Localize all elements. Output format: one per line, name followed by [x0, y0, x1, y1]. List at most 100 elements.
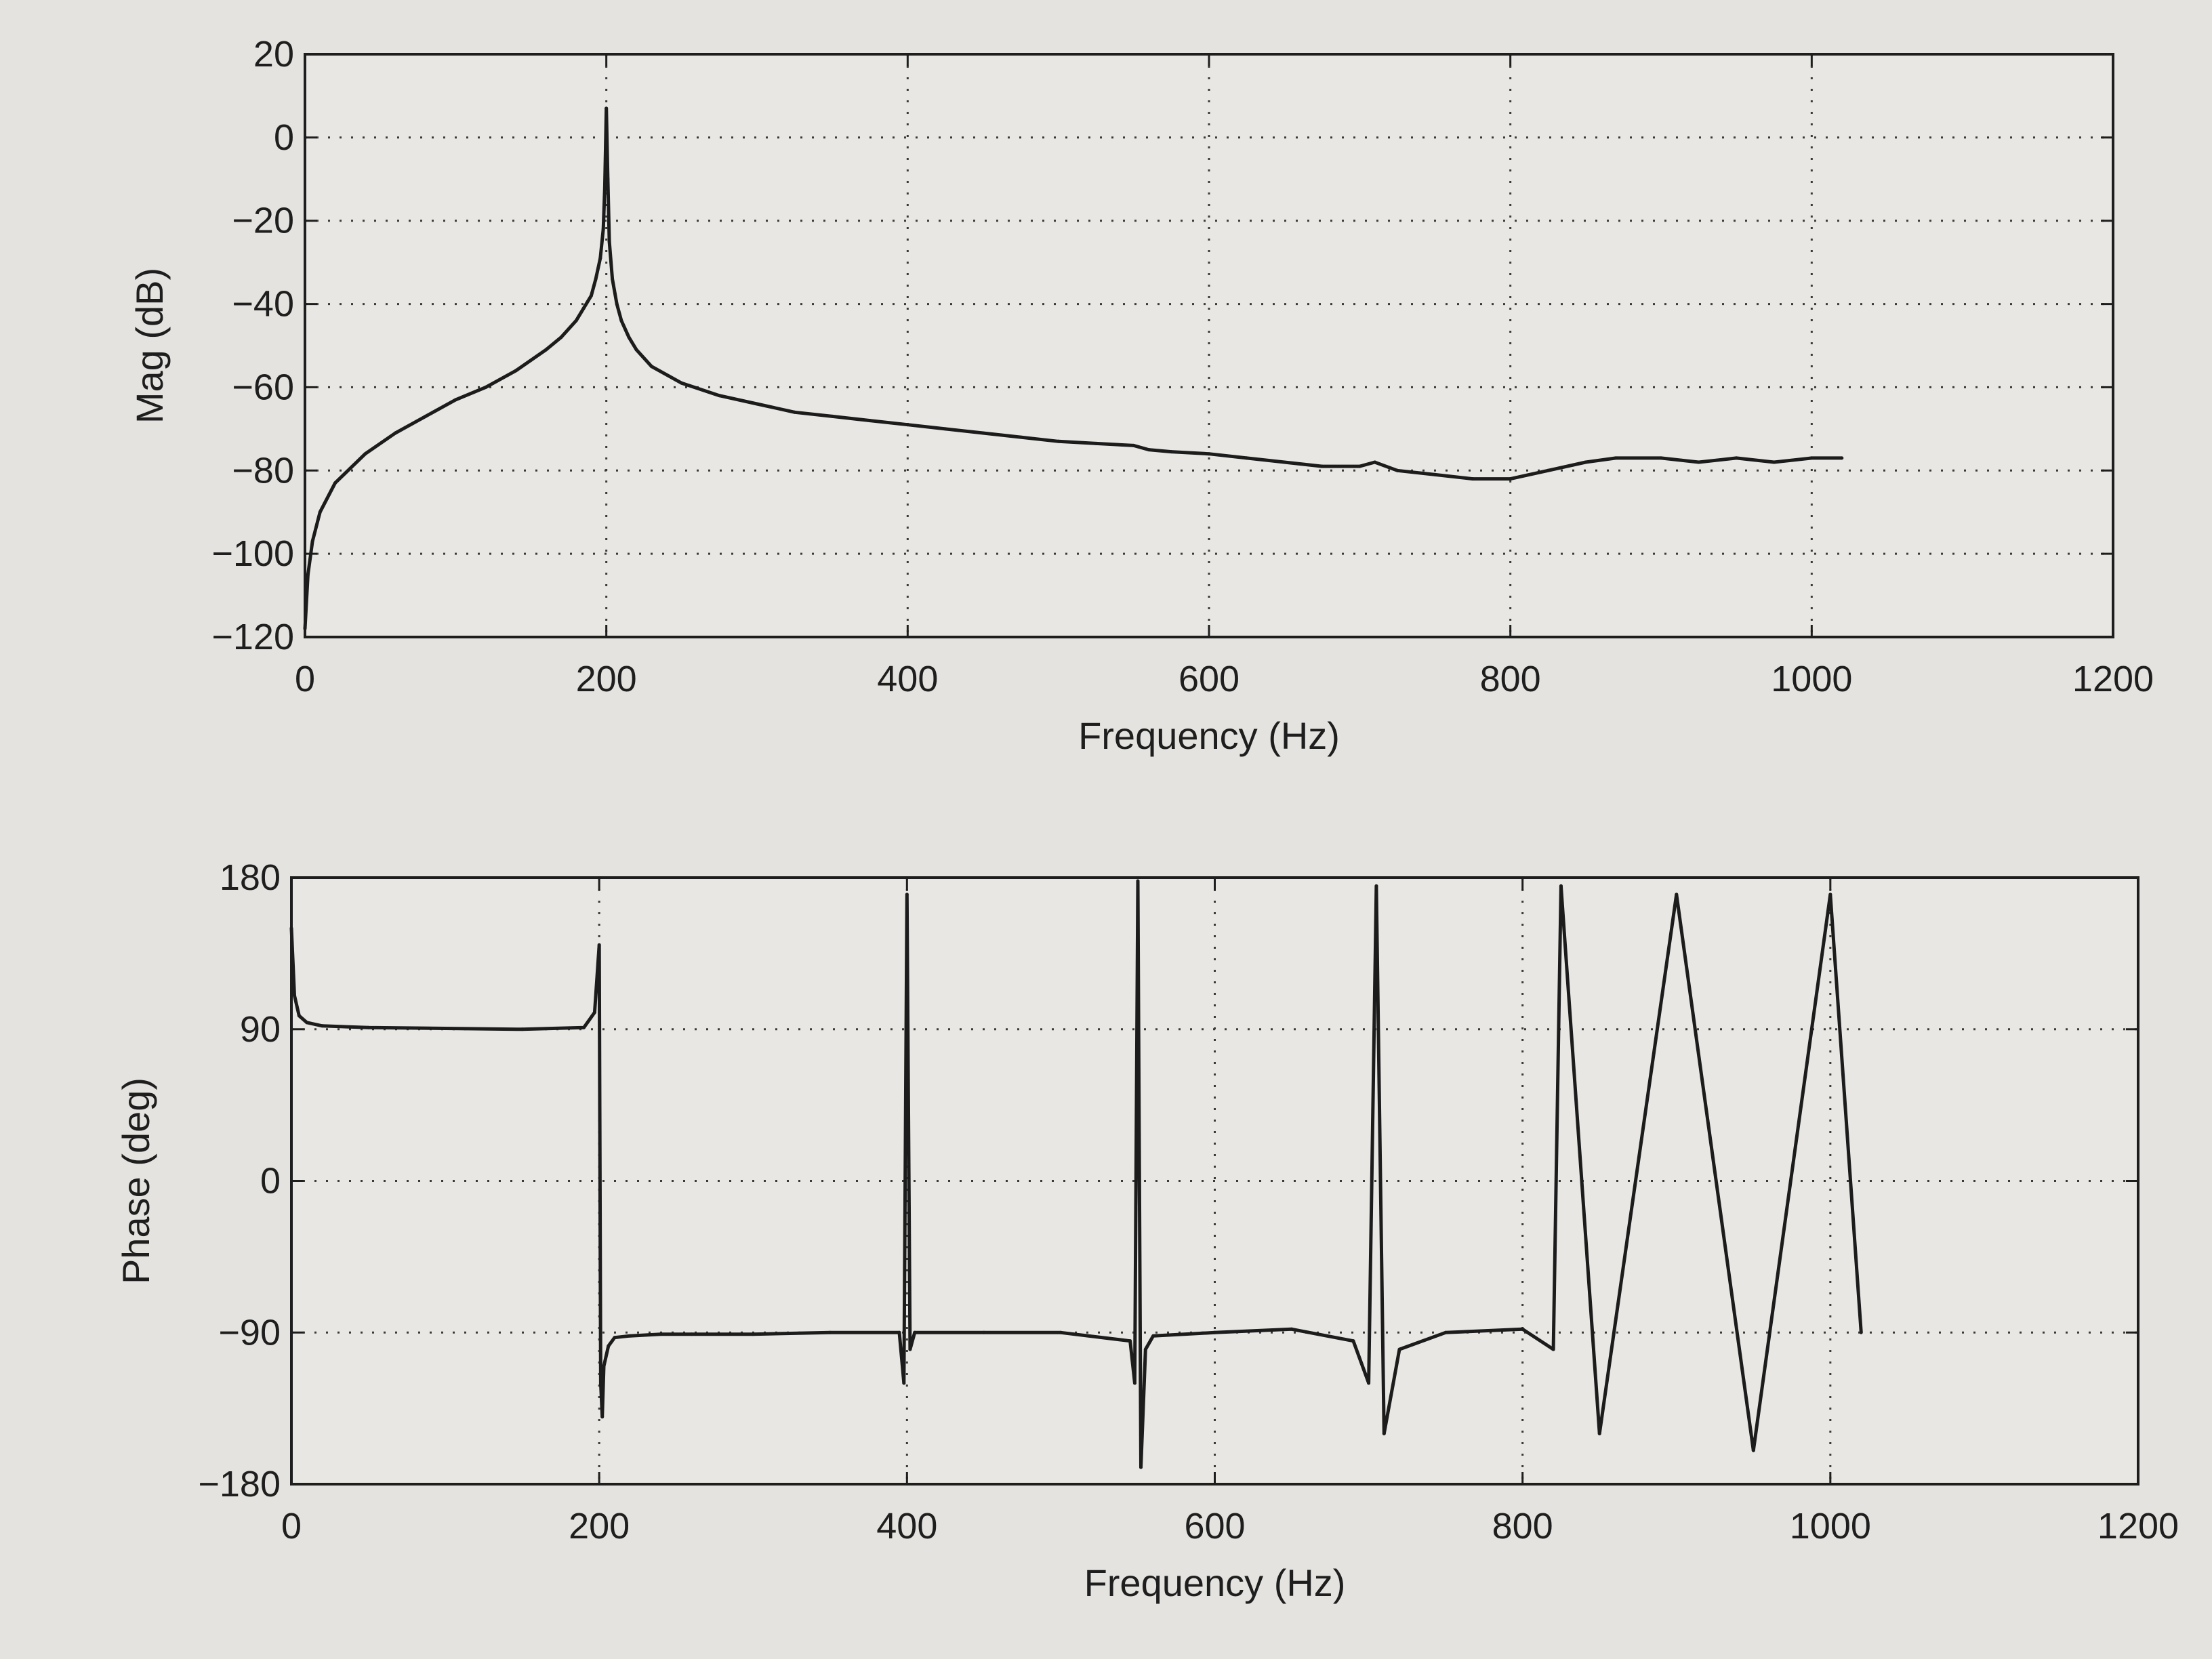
- magnitude-data-point: [1373, 460, 1377, 464]
- phase-data-point: [1059, 1330, 1063, 1334]
- magnitude-data-point: [333, 481, 337, 485]
- magnitude-y-axis-label: Mag (dB): [128, 268, 171, 424]
- magnitude-data-point: [605, 106, 609, 110]
- phase-series-line: [289, 879, 1863, 1469]
- magnitude-data-point: [1245, 456, 1249, 460]
- x-tick-label: 0: [281, 1506, 302, 1547]
- phase-data-point: [1136, 879, 1140, 883]
- x-tick-label: 200: [576, 659, 637, 699]
- y-tick-label: −120: [211, 617, 294, 657]
- phase-data-point: [1213, 1330, 1216, 1334]
- magnitude-data-point: [1809, 456, 1814, 460]
- magnitude-data-point: [1772, 460, 1776, 464]
- magnitude-data-point: [1147, 448, 1151, 452]
- x-tick-label: 400: [877, 659, 938, 699]
- magnitude-data-point: [793, 410, 797, 414]
- magnitude-plot: 0 200 400 600 800 1000 1200200−20−40−60−80−100…: [128, 34, 2154, 757]
- magnitude-data-point: [1357, 464, 1361, 468]
- phase-data-point: [297, 1014, 301, 1018]
- phase-data-point: [592, 1010, 596, 1015]
- phase-data-point: [897, 1330, 901, 1334]
- magnitude-data-point: [303, 627, 307, 631]
- phase-data-point: [902, 1381, 906, 1385]
- magnitude-data-point: [559, 335, 563, 340]
- phase-data-point: [905, 893, 909, 897]
- magnitude-data-point: [943, 427, 947, 431]
- magnitude-data-point: [544, 348, 548, 352]
- magnitude-data-point: [602, 186, 607, 190]
- x-tick-label: 600: [1184, 1506, 1245, 1547]
- phase-data-point: [689, 1332, 693, 1336]
- phase-data-point: [320, 1024, 324, 1028]
- x-tick-label: 600: [1179, 659, 1240, 699]
- phase-data-point: [1367, 1381, 1371, 1385]
- y-tick-label: 0: [274, 117, 294, 158]
- magnitude-data-point: [1057, 439, 1061, 443]
- magnitude-data-point: [424, 414, 428, 418]
- phase-data-point: [908, 1347, 912, 1351]
- magnitude-data-point: [619, 319, 623, 323]
- y-tick-label: −90: [218, 1312, 281, 1353]
- magnitude-data-point: [905, 423, 909, 427]
- phase-data-point: [1143, 1347, 1147, 1351]
- magnitude-data-point: [627, 335, 631, 340]
- magnitude-data-point: [611, 277, 615, 281]
- magnitude-data-point: [484, 385, 488, 389]
- phase-data-point: [581, 1025, 586, 1029]
- phase-x-axis-label: Frequency (Hz): [1084, 1561, 1346, 1604]
- magnitude-data-point: [1584, 460, 1588, 464]
- magnitude-data-point: [1169, 450, 1173, 454]
- magnitude-data-point: [607, 239, 611, 243]
- magnitude-data-point: [514, 369, 518, 373]
- phase-y-axis-label: Phase (deg): [115, 1078, 157, 1284]
- y-tick-label: 20: [253, 34, 294, 75]
- phase-data-point: [305, 1021, 309, 1025]
- magnitude-data-point: [755, 402, 759, 406]
- phase-data-point: [1521, 1327, 1525, 1331]
- y-tick-label: −80: [232, 450, 294, 491]
- phase-data-point: [1382, 1431, 1386, 1435]
- phase-data-point: [597, 943, 601, 947]
- magnitude-data-point: [310, 539, 314, 544]
- magnitude-data-point: [1471, 477, 1475, 481]
- x-tick-label: 400: [876, 1506, 937, 1547]
- magnitude-data-point: [1697, 460, 1701, 464]
- phase-data-point: [613, 1336, 617, 1340]
- magnitude-data-point: [615, 302, 619, 306]
- phase-data-point: [443, 1027, 447, 1031]
- x-tick-label: 800: [1480, 659, 1541, 699]
- magnitude-data-point: [649, 365, 653, 369]
- magnitude-data-point: [1019, 435, 1023, 439]
- x-tick-label: 1200: [2097, 1506, 2179, 1547]
- magnitude-data-point: [453, 398, 457, 402]
- phase-data-point: [1290, 1327, 1294, 1331]
- magnitude-data-point: [1094, 441, 1098, 445]
- phase-data-point: [1128, 1339, 1132, 1343]
- phase-data-point: [751, 1332, 755, 1336]
- phase-data-point: [1397, 1347, 1401, 1351]
- phase-data-point: [293, 994, 297, 998]
- x-tick-label: 0: [295, 659, 315, 699]
- phase-plot: 0 200 400 600 800 1000 1200 180 90 0 −90 −180 Freque…: [115, 857, 2179, 1604]
- phase-data-point: [1551, 1347, 1555, 1351]
- magnitude-data-point: [1132, 443, 1136, 447]
- y-tick-label: −60: [232, 367, 294, 407]
- magnitude-data-point: [830, 414, 834, 418]
- phase-data-point: [1151, 1334, 1155, 1338]
- magnitude-data-point: [598, 256, 602, 260]
- phase-data-point: [1443, 1330, 1448, 1334]
- magnitude-data-point: [868, 419, 872, 423]
- magnitude-data-point: [680, 381, 684, 385]
- phase-data-point: [659, 1332, 663, 1336]
- phase-data-point: [1559, 884, 1563, 888]
- magnitude-data-point: [634, 348, 638, 352]
- y-tick-label: 0: [260, 1161, 281, 1202]
- phase-data-point: [1132, 1381, 1136, 1385]
- phase-data-point: [1751, 1448, 1755, 1452]
- magnitude-data-point: [606, 177, 610, 181]
- phase-data-point: [1374, 884, 1378, 888]
- magnitude-data-point: [589, 293, 593, 298]
- phase-data-point: [289, 926, 293, 930]
